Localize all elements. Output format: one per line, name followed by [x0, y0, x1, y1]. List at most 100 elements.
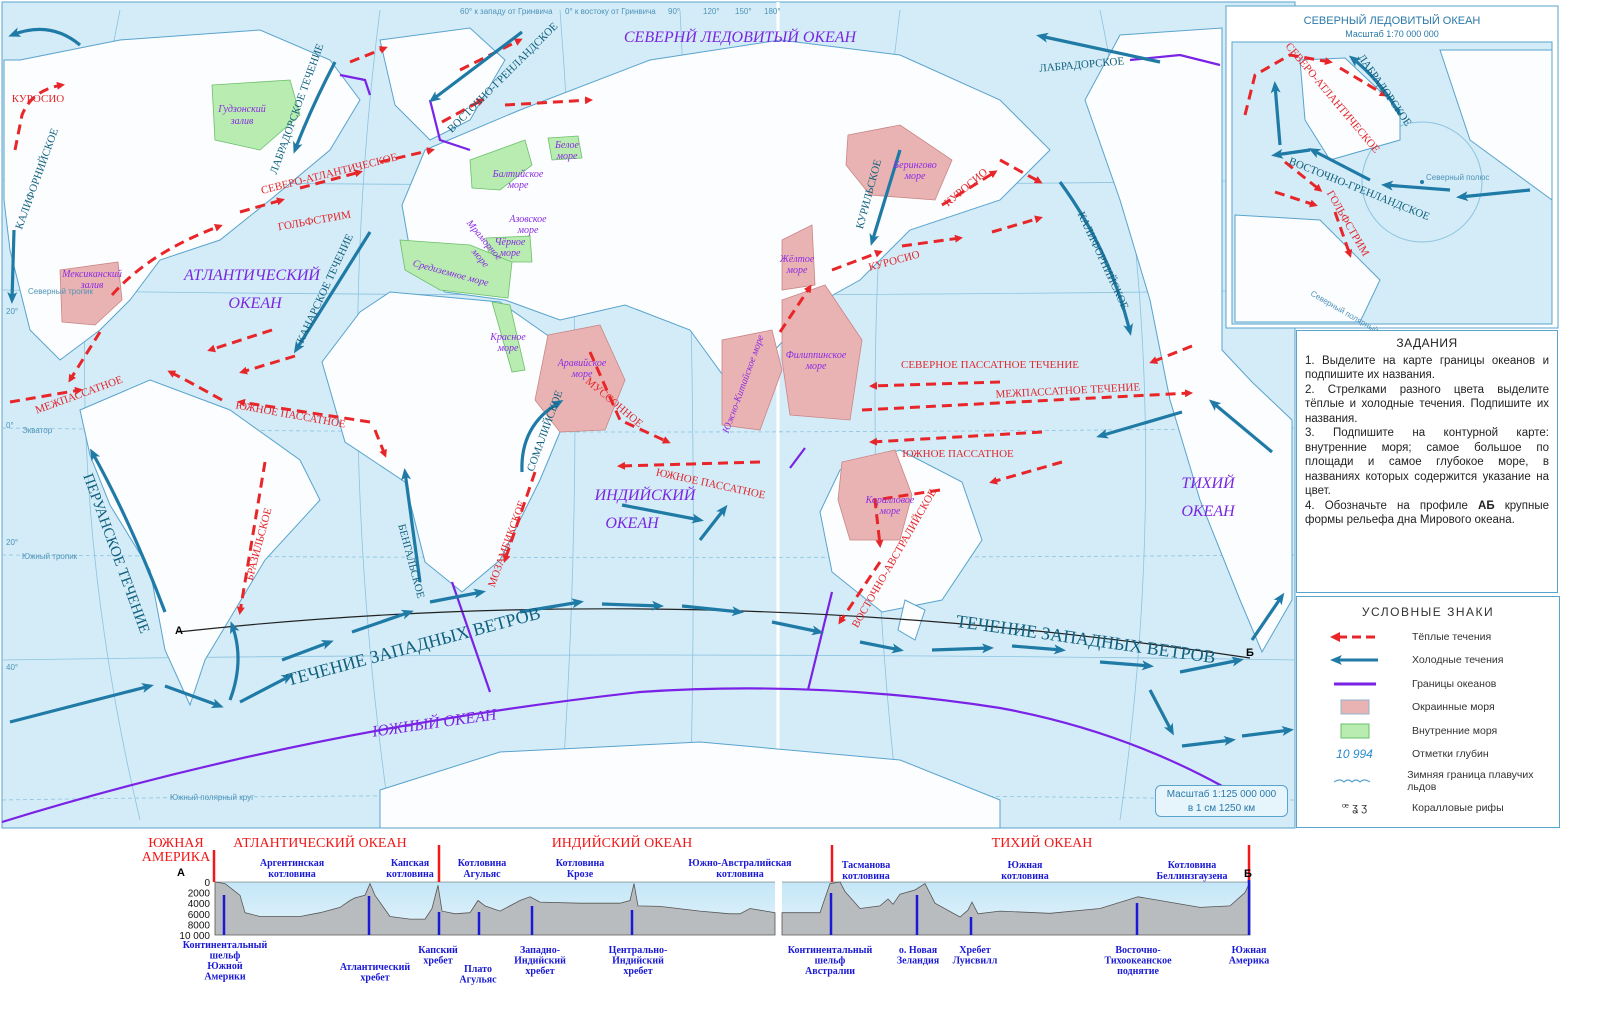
warm-arrow-icon — [1297, 631, 1412, 642]
azov-sea-label-1: Азовское — [508, 214, 547, 225]
ridge-label: Континентальный — [788, 945, 873, 956]
hudson-bay-label-2: залив — [230, 116, 254, 127]
ridge-label: Плато — [464, 964, 492, 975]
black-sea-label-2: море — [499, 248, 521, 259]
profile-south-america-2: АМЕРИКА — [142, 850, 211, 865]
inland-sea-swatch-icon — [1297, 723, 1412, 739]
lat-20n-label: 20° — [6, 307, 18, 316]
ridge-label: о. Новая — [899, 945, 938, 956]
inset-north-america — [1439, 49, 1553, 201]
red-sea — [491, 301, 526, 373]
north-pole-label: Северный полюс — [1426, 173, 1489, 182]
profile-atlantic-header: АТЛАНТИЧЕСКИЙ ОКЕАН — [233, 834, 406, 851]
bering-sea — [845, 124, 953, 201]
ice-boundary-icon — [1297, 777, 1407, 785]
north-america-east — [1084, 27, 1293, 654]
arabian-sea-label-1: Аравийское — [557, 358, 607, 369]
basin-label: Южная — [1008, 860, 1043, 871]
basin-label: Котловина — [1168, 860, 1217, 871]
profile-seabed-right — [781, 881, 1251, 936]
hudson-bay-label-1: Гудзонский — [217, 104, 266, 115]
ridge-label: Луисвилл — [953, 956, 998, 967]
basin-label: Крозе — [567, 869, 594, 880]
legend-label: Холодные течения — [1412, 654, 1504, 667]
indian-ocean-label-2: ОКЕАН — [605, 515, 660, 532]
ridge-label: Америка — [1229, 956, 1269, 967]
legend-depth: 10 994 Отметки глубин — [1297, 743, 1559, 767]
south-trade-pacific-label: ЮЖНОЕ ПАССАТНОЕ — [902, 448, 1014, 460]
legend-label: Зимняя граница плавучих льдов — [1407, 769, 1534, 793]
baltic-sea — [469, 139, 533, 191]
basin-label: Котловина — [556, 858, 605, 869]
depth-tick-label: 10 000 — [179, 931, 210, 942]
depth-tick-label: 8000 — [188, 920, 211, 931]
profile-ridge-labels: КонтинентальныйшельфЮжнойАмерикиАтлантич… — [183, 940, 1269, 986]
basin-label: Тасманова — [842, 860, 891, 871]
depth-tick-label: 6000 — [188, 910, 211, 921]
antarctica — [379, 741, 1001, 829]
atlantic-ocean-label-2: ОКЕАН — [228, 295, 283, 312]
profile-indian-header: ИНДИЙСКИЙ ОКЕАН — [552, 834, 693, 851]
yellow-sea-label-1: Жёлтое — [779, 254, 815, 265]
scale-ratio: Масштаб 1:125 000 000 — [1166, 789, 1277, 800]
ridge-label: Индийский — [514, 956, 566, 967]
basin-label: Котловина — [458, 858, 507, 869]
north-trade-pacific-label: СЕВЕРНОЕ ПАССАТНОЕ ТЕЧЕНИЕ — [901, 359, 1079, 371]
south-china-sea — [721, 329, 783, 431]
ridge-label: Капский — [418, 945, 458, 956]
kuroshio-label-west: КУРОСИО — [12, 93, 65, 105]
point-b-label: Б — [1246, 647, 1254, 659]
seas — [59, 79, 953, 541]
n-tropic-label: Северный тропик — [28, 287, 94, 296]
legend-warm: Тёплые течения — [1297, 625, 1559, 649]
map-scale: Масштаб 1:125 000 000 в 1 см 1250 км — [1155, 785, 1288, 817]
basin-label: котловина — [386, 869, 433, 880]
lon-east-label: 0° к востоку от Гринвича — [565, 7, 656, 16]
legend-panel: УСЛОВНЫЕ ЗНАКИ Тёплые течения Холодные т… — [1296, 596, 1560, 828]
basin-label: Беллинзгаузена — [1156, 871, 1227, 882]
ridge-label: Зеландия — [897, 956, 940, 967]
white-sea-label-1: Белое — [554, 140, 580, 151]
profile-point-b: Б — [1244, 868, 1252, 880]
profile-basin-labels: АргентинскаякотловинаКапскаякотловинаКот… — [260, 858, 1228, 882]
legend-label: Тёплые течения — [1412, 630, 1492, 643]
philippine-sea-label-1: Филиппинское — [786, 350, 847, 361]
scale-distance: в 1 см 1250 км — [1187, 803, 1256, 814]
basin-label: котловина — [1001, 871, 1048, 882]
lon-west-label: 60° к западу от Гринвича — [460, 7, 553, 16]
gulf-of-mexico-label-2: залив — [80, 280, 104, 291]
legend-label: Границы океанов — [1412, 677, 1497, 690]
ridge-label: Тихоокеанское — [1104, 956, 1172, 967]
depth-tick-label: 0 — [204, 878, 210, 889]
basin-label: котловина — [842, 871, 889, 882]
legend-title: УСЛОВНЫЕ ЗНАКИ — [1361, 605, 1495, 619]
legend-label: Коралловые рифы — [1412, 801, 1504, 814]
coral-sea-label-2: море — [879, 506, 901, 517]
mediterranean-sea — [399, 239, 513, 299]
yellow-sea-label-2: море — [786, 265, 808, 276]
ridge-label: хребет — [423, 956, 452, 967]
s-polar-circle-label: Южный полярный круг — [170, 793, 254, 802]
inset-scale: Масштаб 1:70 000 000 — [1345, 29, 1439, 39]
pacific-ocean-label-2: ОКЕАН — [1181, 503, 1236, 520]
basin-label: котловина — [716, 869, 763, 880]
ridge-label: Континентальный — [183, 940, 268, 951]
ridge-label: Западно- — [520, 945, 560, 956]
lon-90-label: 90° — [668, 7, 680, 16]
marginal-sea-swatch-icon — [1297, 699, 1412, 715]
basin-label: Капская — [391, 858, 430, 869]
ridge-label: шельф — [210, 951, 241, 962]
profile-seabed-left — [214, 881, 776, 936]
pacific-ocean-label-1: ТИХИЙ — [1181, 473, 1236, 492]
tasks-title: ЗАДАНИЯ — [1396, 336, 1458, 350]
ridge-label: Атлантический — [340, 962, 411, 973]
lon-120-label: 120° — [703, 7, 720, 16]
arctic-inset-map: СЕВЕРНЫЙ ЛЕДОВИТЫЙ ОКЕАН Масштаб 1:70 00… — [1225, 5, 1559, 344]
basin-label: котловина — [268, 869, 315, 880]
profile-point-a: А — [177, 867, 185, 879]
legend-cold: Холодные течения — [1297, 649, 1559, 673]
basin-label: Аргентинская — [260, 858, 325, 869]
lat-0-label: 0° — [6, 421, 14, 430]
